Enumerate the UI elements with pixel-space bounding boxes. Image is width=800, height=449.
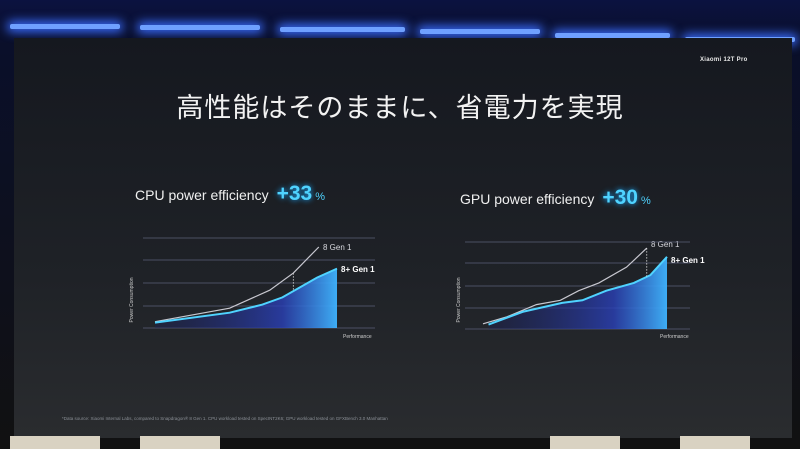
cpu-efficiency-unit: %	[315, 191, 325, 203]
series-label-8plus-gen-1: 8+ Gen 1	[341, 265, 375, 274]
stage-banner	[550, 436, 620, 449]
series-line-8plus-gen-1	[488, 256, 668, 326]
gpu-efficiency-unit: %	[640, 195, 651, 207]
x-axis-label: Performance	[343, 334, 372, 340]
area-fill-8plus-gen-1	[488, 256, 667, 329]
cpu-heading-label: CPU power efficiency	[135, 187, 269, 203]
stage-light	[555, 33, 670, 38]
gpu-heading: GPU power efficiency +30%	[460, 186, 651, 210]
slide-title: 高性能はそのままに、省電力を実現	[176, 93, 624, 123]
stage-banner	[680, 436, 750, 449]
stage-light	[10, 24, 120, 29]
series-line-8-gen-1	[482, 247, 648, 325]
series-label-8-gen-1: 8 Gen 1	[651, 240, 680, 249]
y-axis-label: Power Consumption	[456, 277, 462, 322]
cpu-efficiency-value: +33	[276, 182, 313, 205]
footnote: *Data source: Xiaomi Internal Labs, comp…	[62, 416, 388, 421]
stage-banner	[140, 436, 220, 449]
series-line-8plus-gen-1	[154, 267, 338, 324]
y-axis-label: Power Consumption	[129, 277, 135, 322]
gpu-chart: Power Consumption Performance 8 Gen 1 8+…	[456, 240, 705, 340]
cpu-chart: Power Consumption Performance 8 Gen 1 8+…	[129, 237, 375, 340]
brand-label: Xiaomi 12T Pro	[700, 57, 748, 63]
x-axis-label: Performance	[660, 334, 689, 340]
gpu-heading-label: GPU power efficiency	[460, 191, 595, 207]
series-line-8-gen-1	[154, 246, 320, 323]
series-label-8-gen-1: 8 Gen 1	[323, 243, 352, 252]
stage-light	[280, 27, 405, 32]
gpu-efficiency-value: +30	[602, 186, 638, 209]
stage-banner	[10, 436, 100, 449]
stage-light	[420, 29, 540, 34]
series-label-8plus-gen-1: 8+ Gen 1	[671, 256, 705, 265]
area-fill-8plus-gen-1	[155, 268, 337, 328]
stage-light	[140, 25, 260, 30]
cpu-heading: CPU power efficiency +33%	[135, 182, 325, 206]
